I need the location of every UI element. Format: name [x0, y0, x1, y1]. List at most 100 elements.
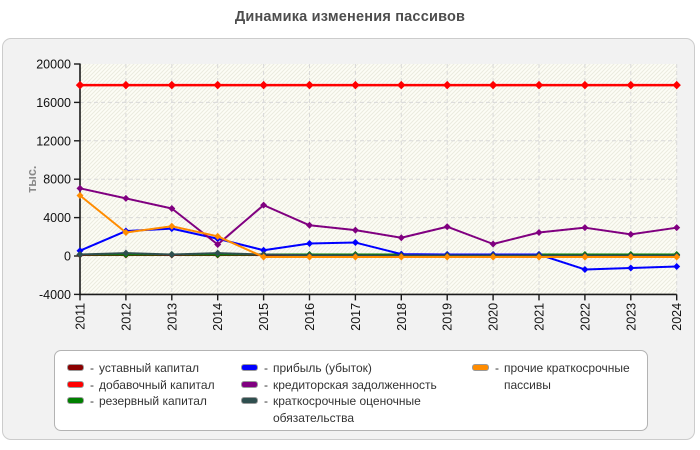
legend-item-prochie-kratkosrochnye-passivy: - прочие краткосрочные пассивы — [472, 360, 644, 393]
legend-item-rezervnyy-kapital: - резервный капитал — [67, 393, 237, 410]
y-tick-label: 16000 — [36, 96, 71, 110]
series-marker-prochie-kratkosrochnye-passivy — [673, 253, 681, 261]
y-tick-label: -4000 — [39, 288, 71, 302]
series-marker-kratkosrochnye-otsenochnye-obyazatelstva — [76, 251, 84, 259]
legend-item-dobavochnyy-kapital: - добавочный капитал — [67, 377, 237, 394]
legend-item-pribyl-ubytok: - прибыль (убыток) — [241, 360, 469, 377]
legend-dash: - — [90, 394, 94, 408]
series-marker-kratkosrochnye-otsenochnye-obyazatelstva — [168, 251, 176, 259]
legend-item-kreditorskaya-zadolzhennost: - кредиторская задолженность — [241, 377, 469, 394]
x-tick-label: 2024 — [670, 303, 684, 331]
x-tick-label: 2022 — [578, 303, 592, 331]
series-marker-kratkosrochnye-otsenochnye-obyazatelstva — [214, 249, 222, 257]
series-marker-kreditorskaya-zadolzhennost — [76, 184, 84, 192]
series-marker-kreditorskaya-zadolzhennost — [306, 221, 313, 229]
series-marker-dobavochnyy-kapital — [443, 80, 452, 90]
x-tick-label: 2021 — [533, 303, 547, 331]
legend-dash: - — [264, 377, 268, 392]
legend-label-dobavochnyy-kapital: добавочный капитал — [99, 377, 215, 392]
legend-label-kreditorskaya-zadolzhennost: кредиторская задолженность — [273, 377, 437, 392]
series-marker-prochie-kratkosrochnye-passivy — [214, 232, 222, 240]
series-marker-pribyl-ubytok — [306, 240, 313, 248]
legend-dash: - — [264, 394, 268, 408]
series-marker-dobavochnyy-kapital — [213, 80, 222, 90]
y-axis-title: тыс. — [25, 166, 39, 193]
y-tick-label: 8000 — [43, 173, 71, 187]
series-marker-prochie-kratkosrochnye-passivy — [168, 222, 176, 230]
legend-swatch-ustavnyy-kapital — [67, 364, 84, 371]
legend-swatch-prochie-kratkosrochnye-passivy — [472, 364, 489, 371]
series-marker-kreditorskaya-zadolzhennost — [673, 224, 681, 232]
legend-dash: - — [264, 361, 268, 375]
plot-area: -4000 0 4000 8000 12000 16000 20000 2011 2012 201… — [25, 58, 684, 331]
series-marker-pribyl-ubytok — [581, 265, 589, 273]
y-tick-label: 0 — [64, 250, 71, 264]
series-line-kreditorskaya-zadolzhennost — [79, 187, 677, 246]
series-marker-kratkosrochnye-otsenochnye-obyazatelstva — [122, 249, 130, 257]
legend: - уставный капитал - добавочный капитал - рез… — [54, 350, 648, 431]
series-marker-prochie-kratkosrochnye-passivy — [581, 253, 589, 261]
series-marker-prochie-kratkosrochnye-passivy — [306, 253, 313, 261]
series-marker-dobavochnyy-kapital — [167, 80, 176, 90]
x-tick-label: 2020 — [487, 303, 501, 331]
series-marker-prochie-kratkosrochnye-passivy — [489, 253, 497, 261]
legend-swatch-rezervnyy-kapital — [67, 397, 84, 404]
series-marker-kreditorskaya-zadolzhennost — [489, 240, 497, 248]
x-tick-label: 2016 — [303, 303, 317, 331]
y-tick-label: 20000 — [36, 58, 71, 72]
series-line-prochie-kratkosrochnye-passivy — [79, 194, 677, 258]
x-tick-label: 2017 — [349, 303, 363, 331]
series-marker-dobavochnyy-kapital — [305, 80, 314, 90]
series-marker-pribyl-ubytok — [673, 263, 681, 271]
series-marker-pribyl-ubytok — [351, 239, 359, 247]
series-marker-dobavochnyy-kapital — [580, 80, 590, 90]
series-marker-dobavochnyy-kapital — [397, 80, 406, 90]
series-marker-kreditorskaya-zadolzhennost — [443, 223, 451, 231]
x-tick-label: 2015 — [257, 303, 271, 331]
series-line-pribyl-ubytok — [79, 227, 677, 271]
x-tick-label: 2014 — [211, 303, 225, 331]
series-marker-kreditorskaya-zadolzhennost — [581, 224, 589, 232]
series-marker-kreditorskaya-zadolzhennost — [122, 194, 130, 202]
legend-dash: - — [90, 377, 94, 392]
series-marker-kreditorskaya-zadolzhennost — [168, 204, 176, 212]
series-marker-prochie-kratkosrochnye-passivy — [397, 253, 405, 261]
series-marker-kreditorskaya-zadolzhennost — [260, 201, 268, 209]
legend-label-kratkosrochnye-otsenochnye-obyazatelstva: краткосрочные оценочные обязательства — [273, 394, 421, 425]
legend-column: - прибыль (убыток) - кредиторская задолженн… — [241, 360, 469, 426]
legend-dash: - — [90, 361, 94, 375]
series-marker-pribyl-ubytok — [76, 247, 84, 255]
series-marker-dobavochnyy-kapital — [259, 80, 268, 90]
y-tick-label: 4000 — [43, 211, 71, 225]
series-marker-dobavochnyy-kapital — [672, 80, 681, 90]
series-marker-prochie-kratkosrochnye-passivy — [260, 253, 268, 261]
chart-title: Динамика изменения пассивов — [234, 9, 466, 25]
series-line-kratkosrochnye-otsenochnye-obyazatelstva — [79, 252, 677, 257]
legend-column: - прочие краткосрочные пассивы — [472, 360, 644, 393]
series-marker-kreditorskaya-zadolzhennost — [627, 230, 635, 238]
legend-label-ustavnyy-kapital: уставный капитал — [99, 361, 199, 375]
legend-swatch-kreditorskaya-zadolzhennost — [241, 380, 258, 388]
legend-item-ustavnyy-kapital: - уставный капитал — [67, 360, 237, 377]
series-marker-dobavochnyy-kapital — [626, 80, 635, 90]
series-marker-prochie-kratkosrochnye-passivy — [76, 192, 84, 200]
series-marker-kreditorskaya-zadolzhennost — [397, 234, 405, 242]
series-marker-prochie-kratkosrochnye-passivy — [351, 253, 359, 261]
series-marker-kreditorskaya-zadolzhennost — [351, 226, 359, 234]
series-marker-dobavochnyy-kapital — [488, 80, 498, 90]
series-marker-dobavochnyy-kapital — [75, 80, 85, 90]
series-marker-pribyl-ubytok — [627, 264, 635, 272]
x-tick-label: 2019 — [441, 303, 455, 331]
series-marker-dobavochnyy-kapital — [534, 80, 544, 90]
series-marker-kreditorskaya-zadolzhennost — [535, 228, 543, 236]
legend-swatch-dobavochnyy-kapital — [67, 380, 84, 388]
legend-dash: - — [495, 361, 499, 375]
series-marker-dobavochnyy-kapital — [121, 80, 131, 90]
legend-swatch-kratkosrochnye-otsenochnye-obyazatelstva — [241, 397, 258, 404]
series-marker-prochie-kratkosrochnye-passivy — [535, 253, 543, 261]
x-tick-label: 2012 — [119, 303, 133, 331]
legend-label-pribyl-ubytok: прибыль (убыток) — [273, 361, 372, 375]
series-marker-prochie-kratkosrochnye-passivy — [627, 253, 635, 261]
legend-label-rezervnyy-kapital: резервный капитал — [99, 394, 207, 408]
series-marker-pribyl-ubytok — [260, 246, 268, 254]
